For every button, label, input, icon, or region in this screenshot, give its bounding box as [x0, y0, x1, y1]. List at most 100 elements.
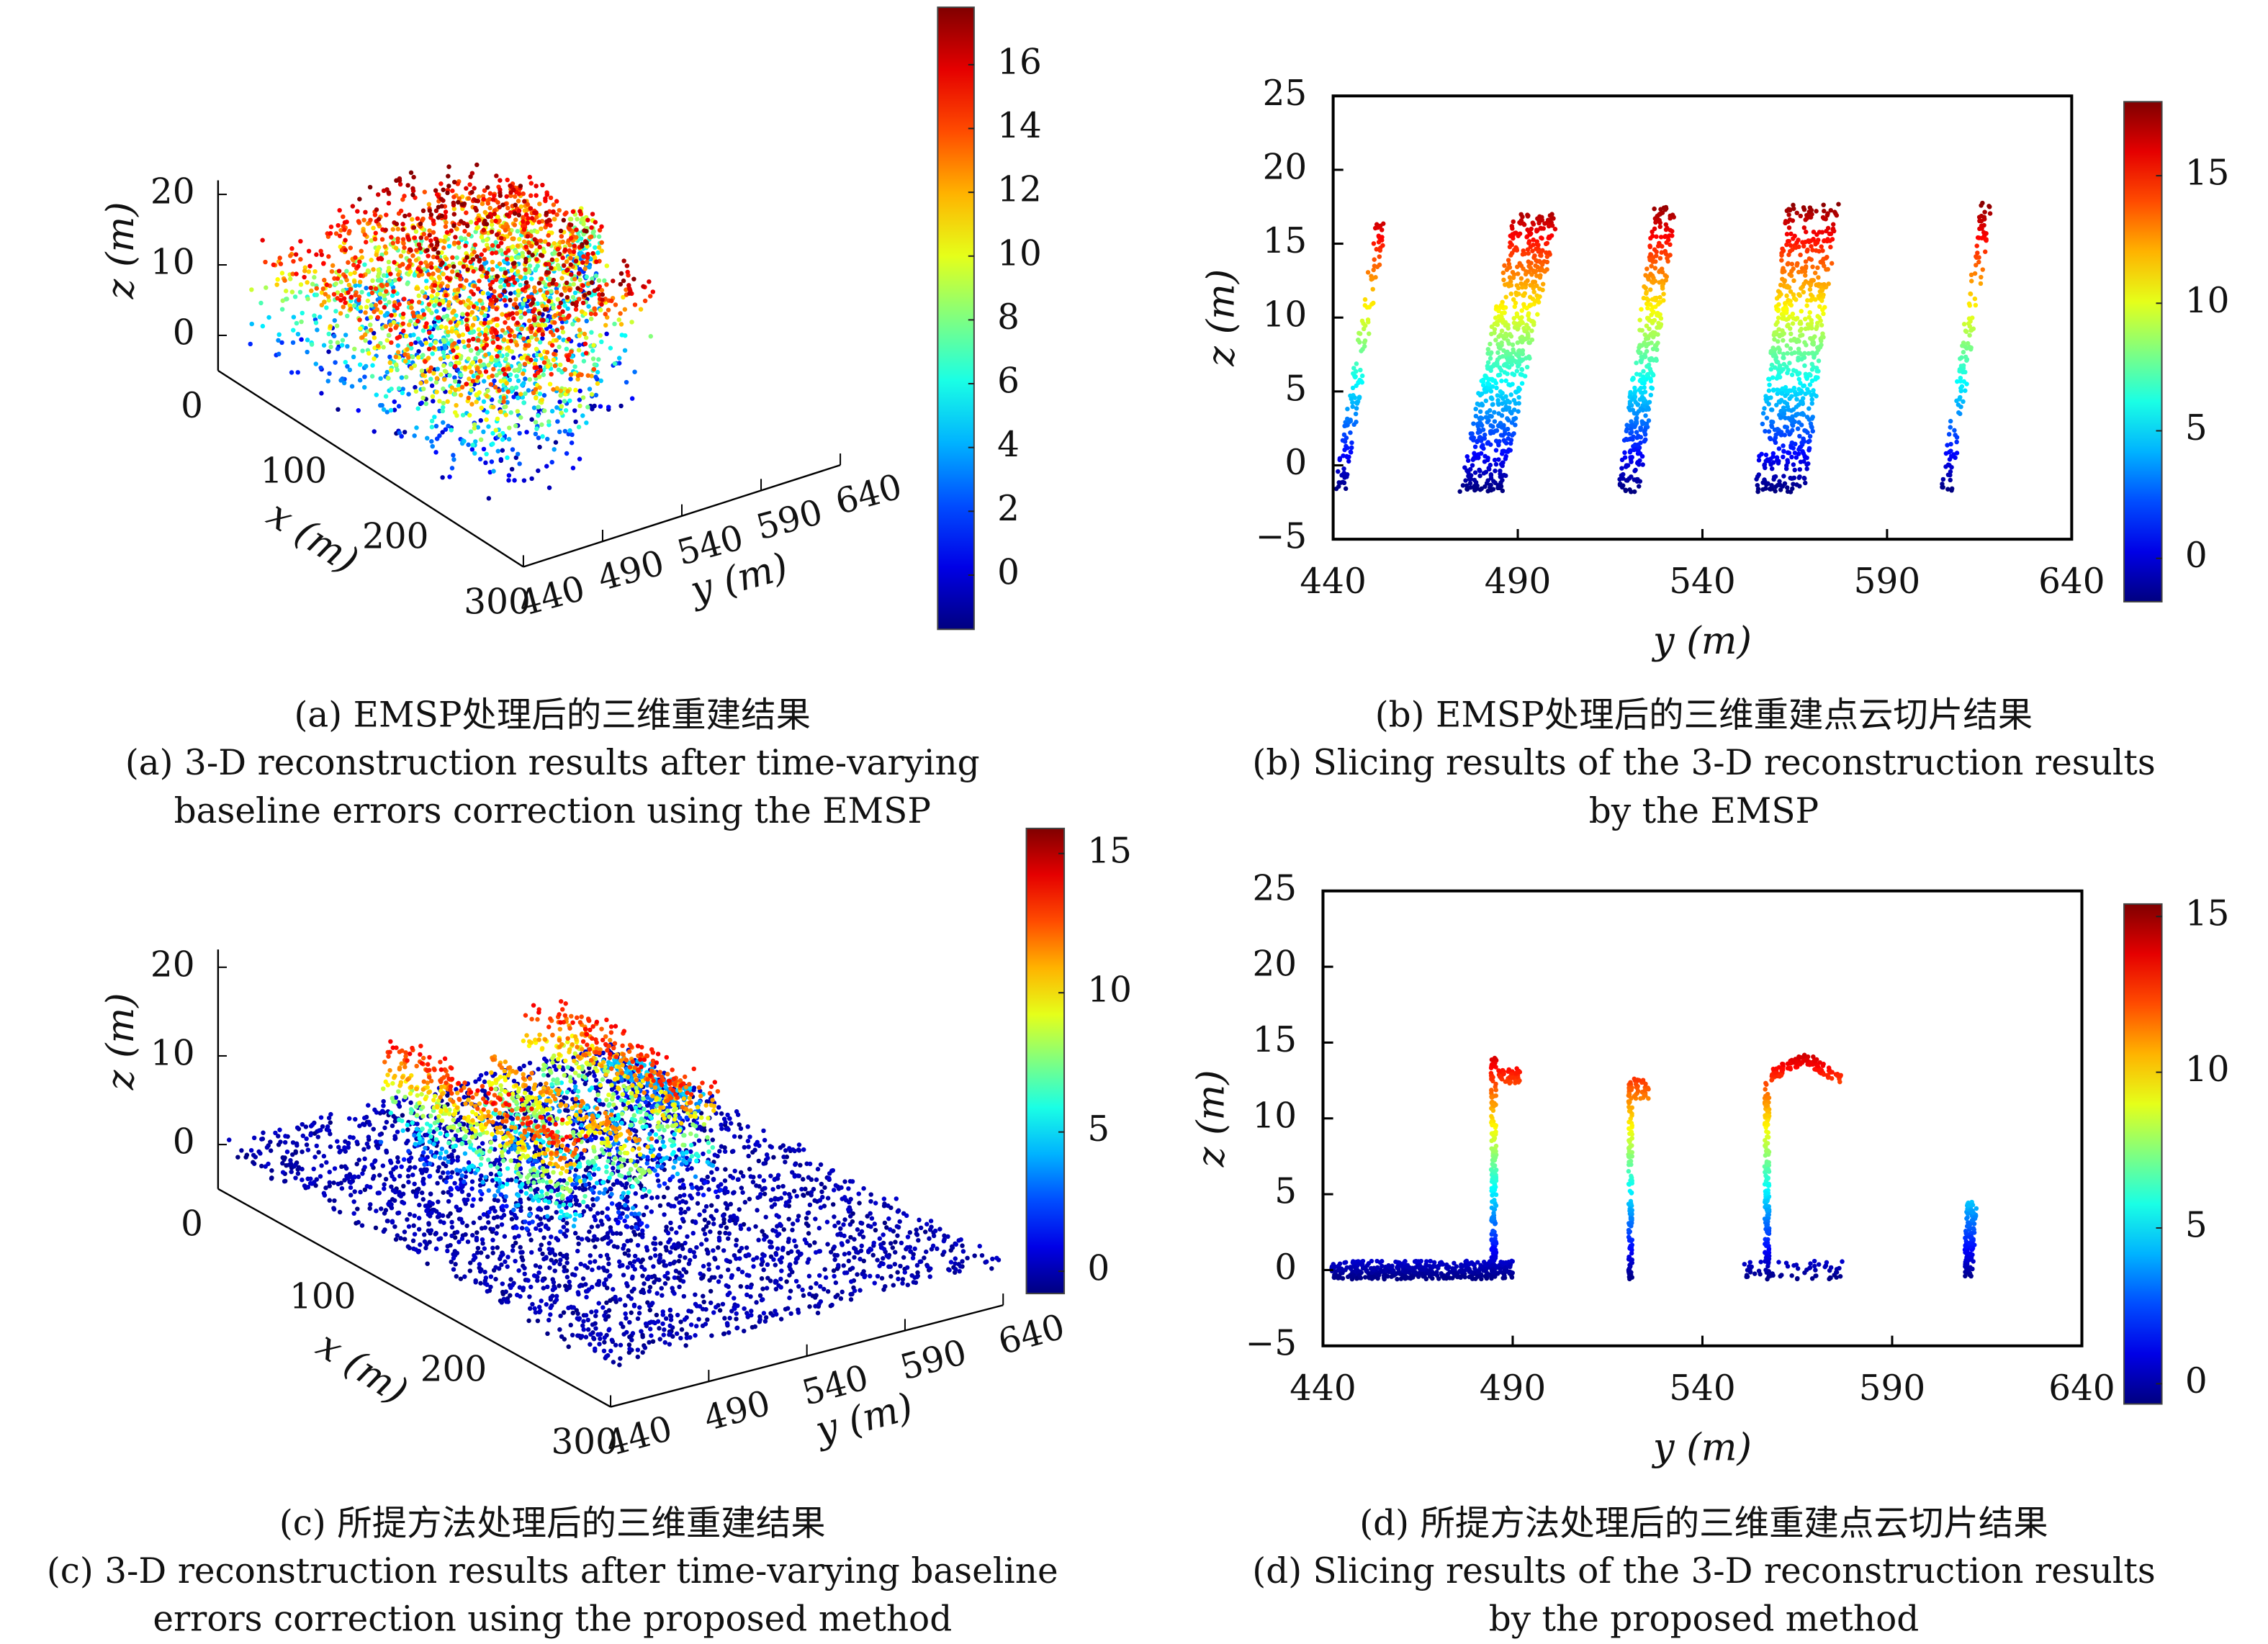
data-point	[289, 370, 294, 374]
data-point	[491, 340, 495, 344]
data-point	[284, 297, 289, 301]
data-point	[418, 381, 423, 385]
data-point	[1765, 482, 1770, 486]
y-tick-label: 15	[1263, 221, 1308, 261]
data-point	[1349, 441, 1354, 445]
z-axis-label: z (m)	[99, 202, 143, 299]
data-point	[467, 196, 471, 200]
data-point	[307, 269, 311, 274]
data-point	[496, 449, 500, 453]
data-point	[320, 253, 324, 257]
data-point	[1765, 415, 1769, 420]
data-point	[579, 373, 583, 377]
data-point	[1791, 482, 1795, 486]
data-point	[594, 259, 598, 263]
data-point	[1494, 386, 1498, 390]
data-point	[1788, 289, 1793, 294]
data-point	[528, 206, 533, 210]
data-point	[1649, 379, 1653, 383]
data-point	[1798, 445, 1802, 449]
data-point	[1984, 237, 1988, 241]
data-point	[1771, 451, 1776, 456]
data-point	[1809, 215, 1813, 220]
data-point	[1947, 432, 1951, 436]
data-point	[580, 284, 585, 288]
data-point	[497, 388, 501, 392]
data-point	[1646, 298, 1650, 302]
data-point	[554, 258, 559, 262]
data-point	[1484, 399, 1488, 403]
data-point	[322, 278, 326, 282]
data-point	[1508, 240, 1512, 245]
data-point	[330, 263, 335, 268]
data-point	[559, 389, 563, 393]
data-point	[528, 1206, 532, 1211]
data-point	[1944, 451, 1948, 456]
data-point	[452, 341, 456, 345]
data-point	[508, 328, 513, 333]
data-point	[1650, 319, 1654, 323]
colorbar-bar	[937, 7, 973, 629]
data-point	[298, 239, 302, 243]
data-point	[738, 1134, 742, 1139]
data-point	[352, 303, 356, 307]
data-point	[409, 171, 413, 175]
data-point	[1801, 439, 1806, 443]
data-point	[1485, 456, 1490, 460]
y-axis-label: z (m)	[1200, 269, 1243, 367]
data-point	[572, 276, 577, 281]
data-point	[536, 435, 541, 440]
data-point	[384, 283, 389, 287]
data-point	[1513, 423, 1517, 427]
data-point	[1808, 283, 1812, 287]
x-tick-label: 590	[1854, 561, 1920, 602]
data-point	[623, 333, 627, 338]
data-point	[1549, 215, 1554, 220]
data-point	[1789, 455, 1794, 459]
data-point	[407, 264, 411, 268]
data-point	[585, 405, 590, 409]
data-point	[508, 298, 512, 302]
data-point	[321, 286, 325, 291]
data-point	[347, 283, 351, 287]
data-point	[468, 174, 472, 179]
data-point	[430, 351, 434, 356]
data-point	[1804, 466, 1809, 471]
data-point	[1940, 485, 1945, 489]
data-point	[1952, 428, 1956, 433]
data-point	[1649, 385, 1653, 389]
data-point	[1542, 269, 1547, 274]
data-point	[1505, 371, 1509, 376]
data-point	[1518, 212, 1523, 217]
data-point	[544, 270, 549, 274]
data-point	[503, 372, 507, 376]
data-point	[1511, 220, 1516, 224]
data-point	[603, 323, 608, 328]
data-point	[1956, 402, 1961, 407]
data-point	[1650, 332, 1654, 336]
data-point	[1649, 263, 1653, 268]
data-point	[1480, 392, 1484, 396]
data-point	[577, 278, 582, 282]
data-point	[577, 404, 582, 408]
colorbar-tick-label: 10	[997, 233, 1042, 274]
data-point	[276, 338, 280, 343]
data-point	[529, 181, 534, 185]
data-point	[562, 367, 567, 371]
data-point	[546, 420, 551, 424]
data-point	[1973, 297, 1977, 301]
data-point	[498, 379, 503, 383]
data-point	[1770, 420, 1775, 424]
data-point	[532, 318, 536, 322]
data-point	[524, 280, 528, 284]
data-point	[348, 307, 353, 311]
data-point	[1961, 350, 1966, 354]
data-point	[328, 231, 333, 235]
data-point	[1372, 241, 1376, 245]
data-point	[544, 464, 549, 469]
data-point	[507, 425, 511, 430]
data-point	[540, 183, 544, 187]
data-point	[323, 292, 328, 296]
data-point	[1809, 292, 1813, 297]
data-point	[471, 322, 475, 327]
